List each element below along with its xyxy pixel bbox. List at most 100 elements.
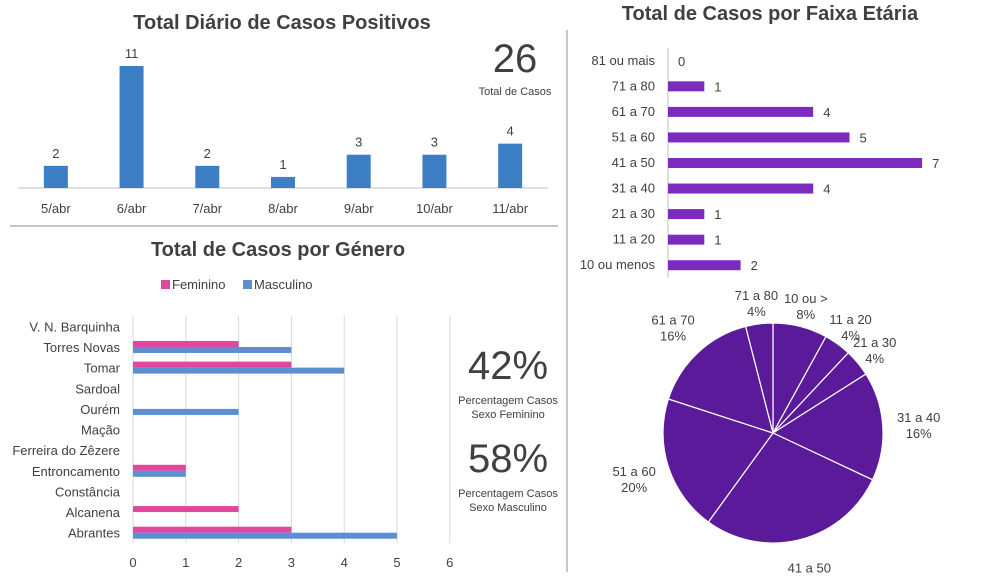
- gender-x-tick-label: 4: [341, 555, 348, 570]
- gender-category-label: Alcanena: [66, 505, 121, 520]
- daily-category-label: 9/abr: [344, 201, 374, 216]
- age-data-label: 7: [932, 156, 939, 171]
- daily-data-label: 11: [125, 46, 139, 61]
- pie-label-percent: 8%: [796, 307, 815, 322]
- gender-category-label: Tomar: [84, 361, 121, 376]
- age-pie-chart: 10 ou >8% 11 a 204%21 a 304%31 a 4016%41 …: [612, 288, 940, 578]
- daily-bar: [119, 66, 144, 188]
- age-category-label: 61 a 70: [612, 104, 655, 119]
- gender-category-label: Entroncamento: [32, 464, 120, 479]
- pie-label-category: 10 ou >: [784, 291, 828, 306]
- male-percentage-label-1: Percentagem Casos: [458, 488, 558, 500]
- daily-data-label: 3: [431, 135, 438, 150]
- daily-category-label: 7/abr: [192, 201, 222, 216]
- age-bar-chart: 81 ou mais 0 71 a 80 1 61 a 70 4 51 a 60 5 41 a …: [580, 48, 939, 278]
- pie-label-category: 41 a 50: [788, 560, 831, 575]
- pie-label-category: 61 a 70: [651, 313, 694, 328]
- gender-bar-feminino: [133, 464, 186, 471]
- total-cases-label: Total de Casos: [479, 86, 552, 98]
- pie-slice: [744, 322, 774, 434]
- gender-x-tick-label: 0: [129, 555, 136, 570]
- pie-label-percent: 4%: [747, 304, 766, 319]
- age-bar: [668, 106, 814, 117]
- age-data-label: 0: [678, 54, 685, 69]
- daily-bar: [195, 165, 220, 188]
- gender-category-label: Ferreira do Zêzere: [12, 443, 120, 458]
- age-category-label: 11 a 20: [613, 232, 655, 247]
- age-category-label: 71 a 80: [612, 78, 655, 93]
- gender-x-tick-label: 6: [446, 555, 453, 570]
- gender-category-label: Torres Novas: [43, 340, 120, 355]
- age-data-label: 4: [823, 105, 830, 120]
- pie-label-category: 51 a 60: [612, 464, 655, 479]
- age-data-label: 4: [823, 182, 830, 197]
- legend-swatch-masculino: [243, 280, 252, 289]
- daily-data-label: 3: [355, 135, 362, 150]
- pie-label-percent: 20%: [621, 480, 647, 495]
- age-data-label: 1: [714, 233, 721, 248]
- age-category-label: 51 a 60: [612, 129, 655, 144]
- pie-label-category: 31 a 40: [897, 410, 940, 425]
- daily-bar: [43, 165, 68, 188]
- gender-bar-feminino: [133, 361, 292, 368]
- daily-bar: [346, 154, 371, 188]
- female-percentage-value: 42%: [468, 344, 548, 388]
- age-bar: [668, 209, 705, 220]
- gender-x-tick-label: 5: [393, 555, 400, 570]
- daily-data-label: 4: [507, 124, 514, 139]
- gender-bar-chart: 0 1 2 3 4 5 6 V. N. Barquinha Torres Novas Tomar S…: [12, 316, 453, 570]
- daily-data-label: 2: [204, 146, 211, 161]
- pie-label-percent: 28%: [796, 576, 822, 578]
- gender-bar-masculino: [133, 367, 345, 374]
- age-data-label: 1: [714, 207, 721, 222]
- total-cases-value: 26: [493, 37, 538, 81]
- gender-bar-masculino: [133, 532, 397, 539]
- pie-slice: [662, 398, 774, 523]
- gender-bar-feminino: [133, 526, 292, 533]
- age-category-label: 81 ou mais: [591, 53, 655, 68]
- gender-category-label: Mação: [81, 423, 120, 438]
- daily-category-label: 10/abr: [416, 201, 454, 216]
- gender-bar-feminino: [133, 340, 239, 347]
- age-bar: [668, 158, 923, 168]
- pie-label-percent: 16%: [660, 329, 686, 344]
- age-category-label: 10 ou menos: [580, 257, 656, 272]
- gender-category-label: V. N. Barquinha: [29, 319, 120, 334]
- daily-category-label: 8/abr: [268, 201, 298, 216]
- age-bar: [668, 132, 850, 143]
- legend-label-feminino: Feminino: [172, 277, 225, 292]
- daily-data-label: 2: [52, 146, 59, 161]
- male-percentage-label-2: Sexo Masculino: [469, 502, 547, 514]
- gender-x-tick-label: 2: [235, 555, 242, 570]
- gender-category-label: Constância: [55, 484, 121, 499]
- age-data-label: 2: [751, 258, 758, 273]
- gender-bar-masculino: [133, 470, 186, 477]
- age-data-label: 5: [860, 130, 867, 145]
- gender-category-label: Ourém: [80, 402, 120, 417]
- age-chart-title: Total de Casos por Faixa Etária: [622, 3, 919, 25]
- pie-label-percent: 4%: [841, 328, 860, 343]
- pie-label-percent: 4%: [865, 351, 884, 366]
- gender-bar-masculino: [133, 408, 239, 415]
- legend-swatch-feminino: [161, 280, 170, 289]
- gender-bar-feminino: [133, 506, 239, 513]
- gender-category-label: Sardoal: [75, 381, 120, 396]
- gender-chart-title: Total de Casos por Género: [151, 239, 405, 261]
- daily-category-label: 5/abr: [41, 201, 71, 216]
- pie-slice: [707, 432, 874, 544]
- gender-x-tick-label: 3: [288, 555, 295, 570]
- daily-bar: [271, 176, 295, 188]
- gender-x-tick-label: 1: [182, 555, 189, 570]
- female-percentage-label-1: Percentagem Casos: [458, 395, 558, 407]
- age-data-label: 1: [714, 79, 721, 94]
- age-bar: [668, 81, 705, 92]
- legend-label-masculino: Masculino: [254, 277, 313, 292]
- age-category-label: 31 a 40: [612, 181, 655, 196]
- age-category-label: 41 a 50: [612, 155, 655, 170]
- daily-data-label: 1: [279, 157, 286, 172]
- age-bar: [668, 234, 705, 245]
- pie-label-percent: 16%: [906, 426, 932, 441]
- age-bar: [668, 260, 741, 271]
- daily-bar-chart: 2 5/abr 11 6/abr 2 7/abr 1 8/abr 3 9/abr 3 10/abr 4 1…: [18, 46, 548, 216]
